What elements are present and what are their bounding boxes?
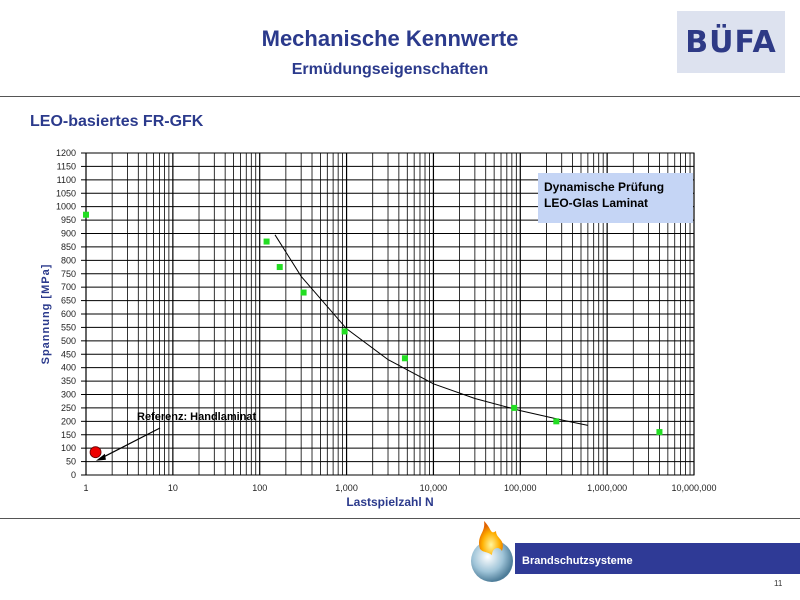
- y-tick-label: 800: [61, 255, 76, 265]
- y-tick-label: 600: [61, 309, 76, 319]
- y-tick-label: 1200: [56, 148, 76, 158]
- y-tick-label: 1150: [57, 161, 76, 171]
- y-tick-label: 950: [61, 215, 76, 225]
- bufa-logo: BÜFA: [677, 11, 785, 73]
- annotation-label: Referenz: Handlaminat: [137, 411, 257, 423]
- legend-box: [538, 173, 693, 223]
- y-axis-title: Spannung [MPa]: [40, 264, 52, 365]
- x-tick-label: 1,000: [335, 483, 358, 493]
- slide-subtitle: Ermüdungseigenschaften: [291, 61, 489, 78]
- annotation-arrow: [101, 427, 161, 459]
- data-point: [341, 328, 348, 335]
- x-axis-title: Lastspielzahl N: [346, 495, 433, 509]
- y-tick-label: 200: [61, 416, 76, 426]
- data-point: [656, 429, 663, 436]
- annotation-arrowhead: [95, 453, 106, 461]
- y-tick-label: 350: [61, 376, 76, 386]
- y-tick-label: 150: [61, 430, 76, 440]
- logo-text: BÜFA: [685, 24, 777, 60]
- legend-line: Dynamische Prüfung: [544, 180, 664, 194]
- x-tick-label: 10,000: [420, 483, 448, 493]
- fire-ball-icon: [471, 521, 513, 582]
- data-point: [300, 289, 307, 296]
- y-tick-label: 1050: [56, 188, 76, 198]
- x-tick-label: 10: [168, 483, 178, 493]
- data-point: [263, 238, 270, 245]
- y-tick-label: 300: [61, 390, 76, 400]
- header-divider: [0, 96, 800, 97]
- y-tick-label: 450: [61, 349, 76, 359]
- section-title: LEO-basiertes FR-GFK: [30, 113, 204, 130]
- data-point: [276, 264, 283, 271]
- slide-title: Mechanische Kennwerte: [261, 26, 519, 51]
- data-point: [401, 355, 408, 362]
- reference-point: [89, 446, 102, 459]
- page-number: 11: [774, 579, 783, 588]
- x-tick-label: 1,000,000: [587, 483, 627, 493]
- footer-bar: [515, 543, 800, 574]
- data-point: [511, 404, 518, 411]
- y-tick-label: 900: [61, 229, 76, 239]
- x-tick-label: 100: [252, 483, 267, 493]
- y-tick-label: 250: [61, 403, 76, 413]
- data-point: [553, 418, 560, 425]
- y-tick-label: 400: [61, 363, 76, 373]
- y-tick-label: 750: [61, 269, 76, 279]
- fatigue-chart: 0 50 100 150 200 250 300 350 400 450 500 550 600 650 7…: [40, 148, 717, 509]
- y-tick-label: 1100: [57, 175, 76, 185]
- y-tick-label: 0: [71, 470, 76, 480]
- y-tick-label: 50: [66, 457, 76, 467]
- x-tick-label: 10,000,000: [671, 483, 716, 493]
- y-tick-label: 650: [61, 296, 76, 306]
- x-tick-label: 100,000: [504, 483, 537, 493]
- footer-divider: [0, 518, 800, 519]
- x-tick-label: 1: [83, 483, 88, 493]
- y-tick-label: 850: [61, 242, 76, 252]
- trend-line: [274, 234, 589, 426]
- footer-label: Brandschutzsysteme: [522, 555, 633, 567]
- legend-line: LEO-Glas Laminat: [544, 196, 648, 210]
- y-tick-label: 1000: [56, 202, 76, 212]
- y-tick-label: 700: [61, 282, 76, 292]
- y-tick-label: 500: [61, 336, 76, 346]
- y-tick-label: 100: [61, 443, 76, 453]
- y-tick-label: 550: [61, 322, 76, 332]
- data-point: [83, 211, 89, 218]
